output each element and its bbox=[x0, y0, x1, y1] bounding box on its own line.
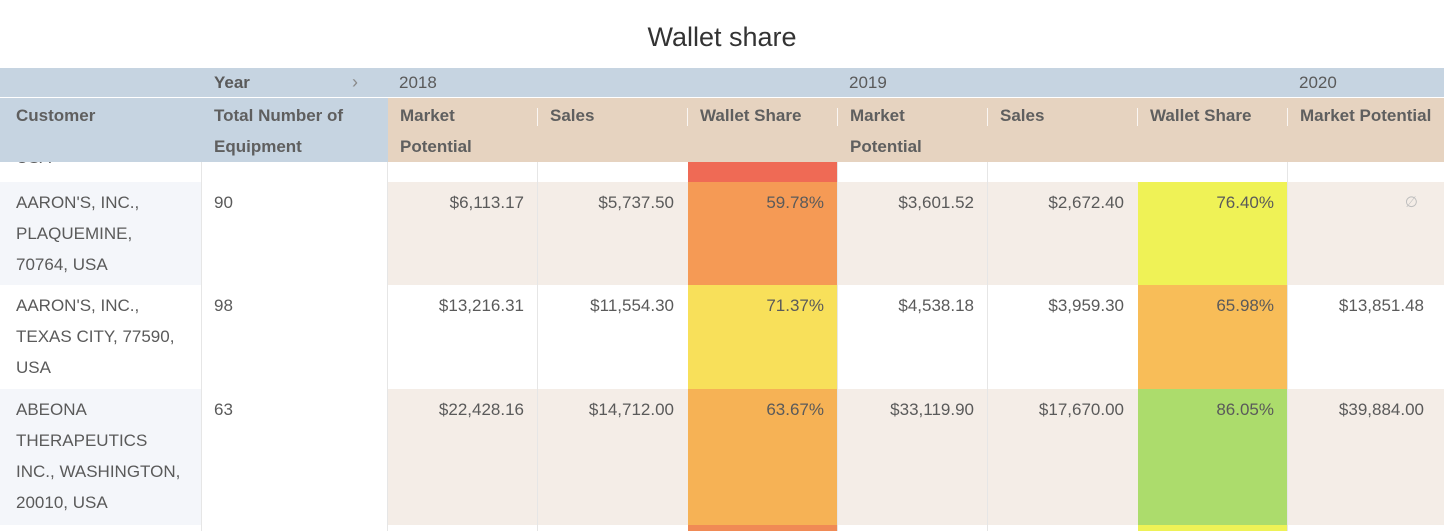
row-header-background bbox=[0, 98, 388, 162]
header-divider bbox=[687, 108, 688, 126]
cell-market-potential-2020: $13,851.48 bbox=[1338, 296, 1424, 315]
grid-line bbox=[201, 162, 202, 531]
customer-cell-background bbox=[0, 182, 202, 285]
cell-sales-2019: $17,670.00 bbox=[1038, 400, 1124, 419]
column-header-wallet-share-2018[interactable]: Wallet Share bbox=[700, 106, 802, 125]
year-label: Year bbox=[214, 73, 250, 92]
column-header-market-potential-2018[interactable]: Market Potential bbox=[400, 106, 472, 156]
wallet-share-cell-2018 bbox=[688, 525, 838, 531]
cell-wallet-share-2019: 65.98% bbox=[1138, 285, 1288, 389]
year-2018: 2018 bbox=[399, 73, 437, 92]
wallet-share-cell-2018 bbox=[688, 162, 838, 182]
header-divider bbox=[1287, 108, 1288, 126]
header-divider bbox=[1137, 108, 1138, 126]
cell-sales-2018: $11,554.30 bbox=[590, 296, 674, 315]
column-header-customer[interactable]: Customer bbox=[16, 106, 96, 125]
cell-customer: USA bbox=[0, 162, 202, 173]
cell-wallet-share-2018: 59.78% bbox=[688, 182, 838, 285]
cell-wallet-share-2019: 76.40% bbox=[1138, 182, 1288, 285]
column-header-equipment[interactable]: Total Number of Equipment bbox=[214, 106, 344, 156]
cell-sales-2019: $2,672.40 bbox=[1048, 193, 1124, 212]
cell-market-potential-2019: $3,601.52 bbox=[898, 193, 974, 212]
cell-wallet-share-2018: 71.37% bbox=[688, 285, 838, 389]
customer-cell-background bbox=[0, 389, 202, 525]
header-divider bbox=[987, 108, 988, 126]
cell-sales-2018: $5,737.50 bbox=[598, 193, 674, 212]
cell-market-potential-2019: $4,538.18 bbox=[898, 296, 974, 315]
cell-market-potential-2020: $39,884.00 bbox=[1338, 400, 1424, 419]
cell-market-potential-2018: $22,428.16 bbox=[438, 400, 524, 419]
cell-wallet-share-2019: 86.05% bbox=[1138, 389, 1288, 525]
cell-market-potential-2018: $13,216.31 bbox=[438, 296, 524, 315]
grid-line bbox=[387, 162, 388, 531]
table-row-partial bbox=[0, 525, 1444, 531]
grid-line bbox=[987, 162, 988, 531]
cell-market-potential-2018: $6,113.17 bbox=[449, 193, 524, 212]
cell-customer: ABEONA THERAPEUTICS INC., WASHINGTON, 20… bbox=[16, 400, 181, 512]
grid-line bbox=[837, 162, 838, 531]
cell-wallet-share-2018: 63.67% bbox=[688, 389, 838, 525]
year-2019: 2019 bbox=[849, 73, 887, 92]
column-header-wallet-share-2019[interactable]: Wallet Share bbox=[1150, 106, 1252, 125]
grid-line bbox=[1287, 162, 1288, 531]
column-header-sales-2019[interactable]: Sales bbox=[1000, 106, 1045, 125]
cell-customer: AARON'S, INC., PLAQUEMINE, 70764, USA bbox=[16, 193, 140, 274]
table-row-partial: USA bbox=[0, 162, 1444, 182]
cell-market-potential-2019: $33,119.90 bbox=[890, 400, 974, 419]
chevron-right-icon[interactable]: › bbox=[352, 72, 358, 92]
table-row[interactable]: AARON'S, INC., PLAQUEMINE, 70764, USA 90… bbox=[0, 182, 1444, 285]
year-2020: 2020 bbox=[1299, 73, 1337, 92]
table-row[interactable]: AARON'S, INC., TEXAS CITY, 77590, USA 98… bbox=[0, 285, 1444, 389]
cell-market-potential-2020: ∅ bbox=[1404, 194, 1418, 211]
year-header-row: Year › 2018 2019 2020 bbox=[0, 68, 1444, 98]
wallet-share-table: Year › 2018 2019 2020 Customer Total Num… bbox=[0, 68, 1444, 531]
wallet-share-cell-2019 bbox=[1138, 525, 1288, 531]
report-title: Wallet share bbox=[647, 22, 797, 52]
cell-equipment: 98 bbox=[214, 296, 233, 315]
header-divider bbox=[537, 108, 538, 126]
header-divider bbox=[837, 108, 838, 126]
cell-sales-2018: $14,712.00 bbox=[588, 400, 674, 419]
cell-customer: AARON'S, INC., TEXAS CITY, 77590, USA bbox=[16, 296, 175, 377]
cell-equipment: 63 bbox=[214, 400, 233, 419]
table-row[interactable]: ABEONA THERAPEUTICS INC., WASHINGTON, 20… bbox=[0, 389, 1444, 525]
measure-header-background bbox=[388, 98, 1444, 162]
cell-sales-2019: $3,959.30 bbox=[1048, 296, 1124, 315]
grid-line bbox=[537, 162, 538, 531]
header-separator bbox=[0, 97, 1444, 98]
column-header-sales-2018[interactable]: Sales bbox=[550, 106, 595, 125]
column-header-market-potential-2020[interactable]: Market Potential bbox=[1300, 106, 1432, 125]
cell-equipment: 90 bbox=[214, 193, 233, 212]
column-header-market-potential-2019[interactable]: Market Potential bbox=[850, 106, 922, 156]
